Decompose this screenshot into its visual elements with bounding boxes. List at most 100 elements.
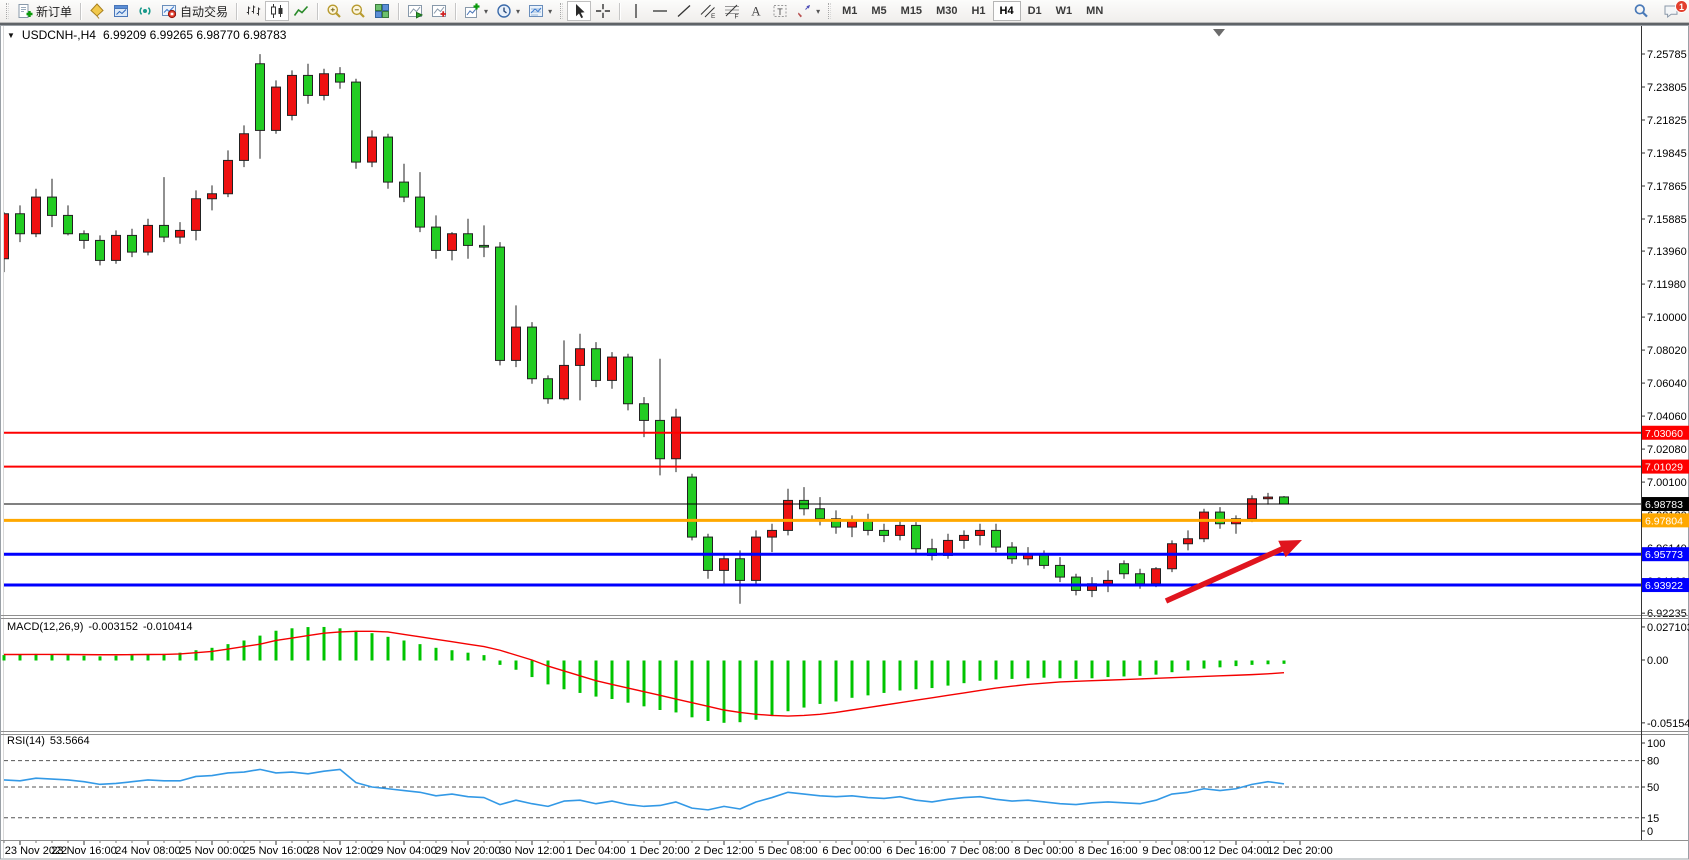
svg-text:30 Nov 12:00: 30 Nov 12:00 xyxy=(499,845,564,857)
price-chart[interactable]: 7.25785 7.23805 7.21825 7.19845 7.17865 7.158… xyxy=(0,25,1689,860)
timeframe-MN[interactable]: MN xyxy=(1079,1,1110,21)
add-indicator-icon xyxy=(464,3,480,19)
svg-text:T: T xyxy=(777,7,783,17)
crosshair-tool-button[interactable] xyxy=(591,1,615,21)
bar-chart-button[interactable] xyxy=(241,1,265,21)
toolbar-separator xyxy=(619,2,621,20)
toolbar-separator xyxy=(317,2,319,20)
svg-text:7.04060: 7.04060 xyxy=(1647,411,1687,423)
chart-window-icon xyxy=(113,3,129,19)
timeframe-W1[interactable]: W1 xyxy=(1049,1,1080,21)
macd-label: MACD(12,26,9) -0.003152 -0.010414 xyxy=(7,621,198,633)
svg-text:25 Nov 00:00: 25 Nov 00:00 xyxy=(179,845,244,857)
autotrading-button[interactable]: 自动交易 xyxy=(157,1,232,21)
svg-text:6.98783: 6.98783 xyxy=(1645,499,1683,511)
svg-text:100: 100 xyxy=(1647,738,1665,750)
vertical-line-tool-button[interactable] xyxy=(624,1,648,21)
svg-text:7.03060: 7.03060 xyxy=(1645,428,1683,440)
text-tool-button[interactable]: A xyxy=(744,1,768,21)
svg-text:6.93922: 6.93922 xyxy=(1645,580,1683,592)
objects-window-button[interactable] xyxy=(427,1,451,21)
svg-text:8 Dec 00:00: 8 Dec 00:00 xyxy=(1014,845,1073,857)
new-order-button[interactable]: 新订单 xyxy=(13,1,76,21)
toolbar-separator xyxy=(236,2,238,20)
period-button[interactable]: ▾ xyxy=(492,1,524,21)
timeframe-M15[interactable]: M15 xyxy=(894,1,929,21)
chevron-down-icon: ▾ xyxy=(816,6,821,16)
market-kite-button[interactable] xyxy=(85,1,109,21)
macd-panel: 0.027103 0.00 -0.051546 xyxy=(2,622,1689,730)
arrows-tool-button[interactable]: ▾ xyxy=(792,1,824,21)
line-chart-button[interactable] xyxy=(289,1,313,21)
channel-tool-button[interactable]: E xyxy=(696,1,720,21)
price-lines[interactable]: 7.03060 7.01029 6.98783 6.97804 6.95773 6.939… xyxy=(4,425,1689,593)
candlestick-chart-button[interactable] xyxy=(265,1,290,21)
indicators-icon xyxy=(407,3,424,19)
chevron-down-icon: ▾ xyxy=(548,6,553,16)
timeframe-group: M1 M5 M15 M30 H1 H4 D1 W1 MN xyxy=(835,1,1110,21)
notification-badge: 1 xyxy=(1675,0,1688,13)
objects-icon xyxy=(431,3,447,19)
svg-text:2 Dec 12:00: 2 Dec 12:00 xyxy=(694,845,753,857)
trend-arrow[interactable] xyxy=(1164,540,1302,604)
svg-text:7.10000: 7.10000 xyxy=(1647,312,1687,324)
fibonacci-tool-button[interactable]: F xyxy=(720,1,744,21)
svg-text:24 Nov 08:00: 24 Nov 08:00 xyxy=(115,845,180,857)
add-indicator-button[interactable]: ▾ xyxy=(460,1,492,21)
collapse-icon[interactable]: ▼ xyxy=(7,30,15,40)
svg-text:1 Dec 04:00: 1 Dec 04:00 xyxy=(566,845,625,857)
chevron-down-icon: ▾ xyxy=(484,6,489,16)
cursor-icon xyxy=(571,3,587,19)
timeframe-M5[interactable]: M5 xyxy=(864,1,893,21)
new-order-label: 新订单 xyxy=(36,4,73,19)
svg-text:9 Dec 08:00: 9 Dec 08:00 xyxy=(1142,845,1201,857)
toolbar-grip[interactable] xyxy=(560,3,564,19)
svg-text:7.13960: 7.13960 xyxy=(1647,246,1687,258)
timeframe-D1[interactable]: D1 xyxy=(1021,1,1049,21)
toolbar-grip[interactable] xyxy=(6,3,9,19)
svg-text:7.06040: 7.06040 xyxy=(1647,378,1687,390)
indicators-window-button[interactable] xyxy=(403,1,427,21)
signals-button[interactable] xyxy=(133,1,157,21)
horizontal-line-tool-button[interactable] xyxy=(648,1,672,21)
macd-title: MACD(12,26,9) xyxy=(7,621,84,633)
svg-text:7.02080: 7.02080 xyxy=(1647,444,1687,456)
timeframe-M1[interactable]: M1 xyxy=(835,1,864,21)
macd-main-value: -0.003152 xyxy=(88,621,138,633)
chart-area[interactable]: 7.25785 7.23805 7.21825 7.19845 7.17865 7.158… xyxy=(0,25,1689,860)
svg-text:0: 0 xyxy=(1647,826,1653,838)
timeframe-H4[interactable]: H4 xyxy=(992,1,1021,21)
svg-text:6.95773: 6.95773 xyxy=(1645,549,1683,561)
zoom-out-button[interactable] xyxy=(346,1,370,21)
svg-text:23 Nov 16:00: 23 Nov 16:00 xyxy=(51,845,116,857)
toolbar: 新订单 自动交易 ▾ ▾ ▾ E F A xyxy=(0,0,1689,23)
svg-text:5 Dec 08:00: 5 Dec 08:00 xyxy=(758,845,817,857)
svg-text:E: E xyxy=(711,13,716,19)
chart-window-button[interactable] xyxy=(109,1,133,21)
svg-text:0.00: 0.00 xyxy=(1647,655,1668,667)
timeframe-M30[interactable]: M30 xyxy=(929,1,964,21)
zoom-in-button[interactable] xyxy=(322,1,346,21)
chart-shift-marker[interactable] xyxy=(1213,29,1225,37)
trendline-tool-button[interactable] xyxy=(672,1,696,21)
template-button[interactable]: ▾ xyxy=(524,1,556,21)
label-icon: T xyxy=(772,3,788,19)
rsi-title: RSI(14) xyxy=(7,735,45,747)
timeframe-H1[interactable]: H1 xyxy=(964,1,992,21)
search-button[interactable] xyxy=(1633,3,1651,21)
horizontal-line-icon xyxy=(652,3,668,19)
svg-text:7.08020: 7.08020 xyxy=(1647,345,1687,357)
toolbar-grip[interactable] xyxy=(828,3,832,19)
svg-text:7.11980: 7.11980 xyxy=(1647,279,1686,291)
svg-text:1 Dec 20:00: 1 Dec 20:00 xyxy=(630,845,689,857)
zoom-in-icon xyxy=(326,3,342,19)
line-chart-icon xyxy=(293,3,309,19)
notifications-button[interactable]: 1 xyxy=(1663,0,1688,21)
workspace-edge xyxy=(0,23,1689,25)
cursor-tool-button[interactable] xyxy=(567,1,592,21)
diamond-icon xyxy=(89,3,105,19)
label-tool-button[interactable]: T xyxy=(768,1,792,21)
toolbar-separator xyxy=(80,2,82,20)
tile-windows-button[interactable] xyxy=(370,1,394,21)
